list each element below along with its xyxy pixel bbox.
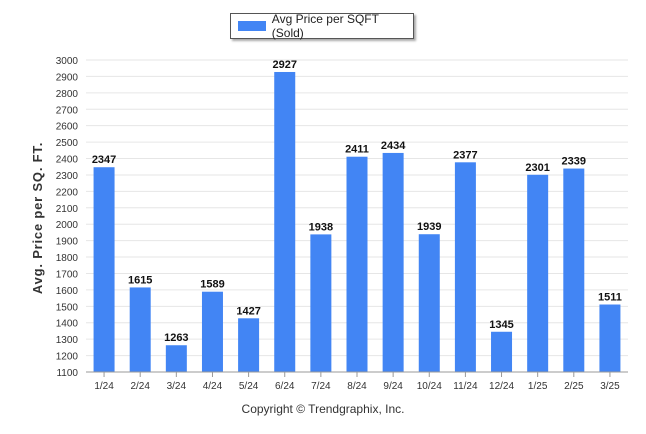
x-tick-label: 4/24 bbox=[203, 381, 223, 392]
legend: Avg Price per SQFT (Sold) bbox=[230, 12, 414, 40]
data-label: 2927 bbox=[272, 59, 296, 71]
x-axis-ticks: 1/24 2/24 3/24 4/24 5/24 6/24 7/24 8/24 9/24 10/2… bbox=[94, 372, 620, 392]
bar bbox=[382, 152, 404, 372]
data-label: 1615 bbox=[128, 274, 152, 286]
bar bbox=[201, 291, 223, 372]
y-tick-label: 2400 bbox=[56, 155, 79, 166]
bar bbox=[93, 167, 115, 372]
y-tick-label: 1300 bbox=[56, 335, 79, 346]
y-tick-label: 2900 bbox=[56, 72, 79, 83]
data-label: 1427 bbox=[236, 305, 260, 317]
data-label: 2411 bbox=[345, 144, 369, 156]
y-tick-label: 1200 bbox=[56, 352, 79, 363]
y-tick-label: 1500 bbox=[56, 302, 79, 313]
bar bbox=[563, 168, 585, 372]
x-tick-label: 2/25 bbox=[564, 381, 584, 392]
y-tick-label: 2800 bbox=[56, 89, 79, 100]
y-tick-label: 2000 bbox=[56, 220, 79, 231]
bar bbox=[346, 156, 368, 372]
bar bbox=[454, 162, 476, 372]
x-tick-label: 10/24 bbox=[417, 381, 442, 392]
x-tick-label: 1/24 bbox=[94, 381, 114, 392]
y-tick-label: 1800 bbox=[56, 253, 79, 264]
y-tick-label: 1700 bbox=[56, 269, 79, 280]
data-labels: 2347 1615 1263 1589 1427 2927 1938 2411 2434 1939… bbox=[92, 59, 622, 344]
legend-swatch bbox=[238, 21, 266, 31]
x-tick-label: 3/24 bbox=[167, 381, 187, 392]
copyright-text: Copyright © Trendgraphix, Inc. bbox=[241, 402, 405, 416]
bar bbox=[527, 174, 549, 372]
bar bbox=[599, 304, 621, 372]
data-label: 1938 bbox=[309, 221, 333, 233]
y-tick-label: 1400 bbox=[56, 319, 79, 330]
x-tick-label: 9/24 bbox=[383, 381, 403, 392]
y-tick-label: 2700 bbox=[56, 105, 79, 116]
bars bbox=[93, 71, 621, 372]
x-tick-label: 5/24 bbox=[239, 381, 259, 392]
x-tick-label: 2/24 bbox=[130, 381, 150, 392]
x-tick-label: 11/24 bbox=[453, 381, 478, 392]
y-axis-ticks: 1100 1200 1300 1400 1500 1600 1700 1800 1900 2000… bbox=[56, 56, 79, 379]
y-tick-label: 1600 bbox=[56, 286, 79, 297]
x-tick-label: 8/24 bbox=[347, 381, 367, 392]
x-tick-label: 3/25 bbox=[600, 381, 620, 392]
data-label: 1589 bbox=[200, 279, 224, 291]
bar bbox=[238, 318, 260, 372]
bar bbox=[129, 287, 151, 372]
x-tick-label: 1/25 bbox=[528, 381, 548, 392]
data-label: 1263 bbox=[164, 332, 188, 344]
y-tick-label: 2600 bbox=[56, 122, 79, 133]
y-tick-label: 2500 bbox=[56, 138, 79, 149]
x-tick-label: 12/24 bbox=[489, 381, 514, 392]
bar bbox=[274, 71, 296, 372]
y-tick-label: 1100 bbox=[56, 368, 78, 379]
y-tick-label: 2200 bbox=[56, 187, 79, 198]
x-tick-label: 7/24 bbox=[311, 381, 331, 392]
data-label: 2347 bbox=[92, 154, 116, 166]
y-tick-label: 3000 bbox=[56, 56, 79, 67]
data-label: 1511 bbox=[598, 292, 622, 304]
y-tick-label: 2300 bbox=[56, 171, 79, 182]
y-tick-label: 2100 bbox=[56, 204, 79, 215]
data-label: 2339 bbox=[562, 156, 586, 168]
bar bbox=[165, 345, 187, 372]
legend-label: Avg Price per SQFT (Sold) bbox=[271, 12, 379, 40]
data-label: 1345 bbox=[489, 319, 513, 331]
data-label: 2377 bbox=[453, 149, 477, 161]
bar bbox=[310, 234, 332, 372]
x-tick-label: 6/24 bbox=[275, 381, 295, 392]
data-label: 2301 bbox=[525, 162, 549, 174]
bar bbox=[418, 234, 440, 372]
bar bbox=[491, 331, 513, 372]
y-tick-label: 1900 bbox=[56, 237, 79, 248]
data-label: 1939 bbox=[417, 221, 441, 233]
data-label: 2434 bbox=[381, 140, 406, 152]
y-axis-title: Avg. Price per SQ. FT. bbox=[30, 142, 45, 294]
